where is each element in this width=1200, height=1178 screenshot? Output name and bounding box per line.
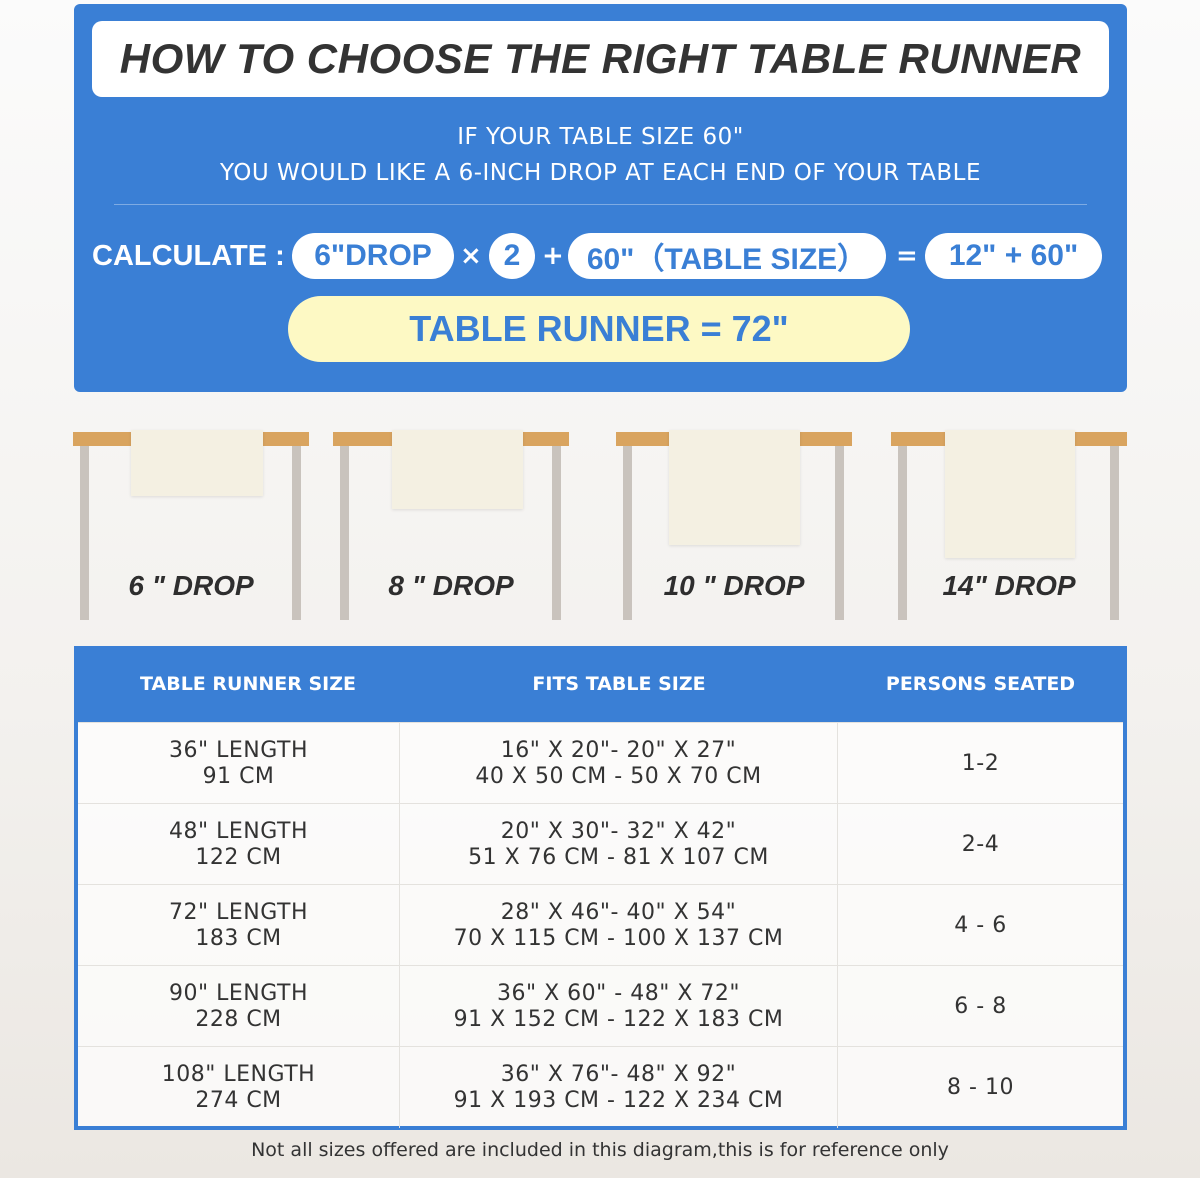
fits-inches: 16" X 20"- 20" X 27" bbox=[500, 737, 737, 763]
persons-cell: 6 - 8 bbox=[954, 993, 1007, 1019]
table-size-pill: 60"（TABLE SIZE） bbox=[568, 233, 886, 279]
fits-table-cell: 20" X 30"- 32" X 42" 51 X 76 CM - 81 X 10… bbox=[400, 804, 838, 885]
divider bbox=[114, 204, 1087, 205]
drop-label: 6 " DROP bbox=[128, 570, 254, 601]
runner bbox=[945, 430, 1075, 558]
drop-label: 10 " DROP bbox=[663, 570, 805, 601]
drop-illustration-6: 6 " DROP bbox=[73, 420, 309, 625]
length-inches: 48" LENGTH bbox=[169, 818, 308, 844]
table-row: 48" LENGTH 122 CM 20" X 30"- 32" X 42" 51 X… bbox=[78, 803, 1123, 885]
fits-inches: 36" X 76"- 48" X 92" bbox=[500, 1061, 737, 1087]
table-leg bbox=[623, 446, 632, 620]
fits-cm: 91 X 193 CM - 122 X 234 CM bbox=[453, 1087, 784, 1113]
runner bbox=[669, 430, 800, 545]
drop-label: 8 " DROP bbox=[388, 570, 514, 601]
drop-label: 14" DROP bbox=[942, 570, 1076, 601]
equals-sign: = bbox=[896, 241, 918, 271]
fits-table-cell: 36" X 60" - 48" X 72" 91 X 152 CM - 122 X… bbox=[400, 966, 838, 1047]
drop-pill: 6"DROP bbox=[292, 233, 454, 279]
fits-cm: 70 X 115 CM - 100 X 137 CM bbox=[453, 925, 784, 951]
page-title: HOW TO CHOOSE THE RIGHT TABLE RUNNER bbox=[92, 21, 1109, 97]
plus-sign: + bbox=[542, 241, 564, 271]
multiplier-pill: 2 bbox=[489, 233, 535, 279]
sum-pill: 12" + 60" bbox=[925, 233, 1102, 279]
table-leg bbox=[898, 446, 907, 620]
runner-size-cell: 90" LENGTH 228 CM bbox=[78, 966, 400, 1047]
size-table: TABLE RUNNER SIZE FITS TABLE SIZE PERSON… bbox=[74, 646, 1127, 1130]
times-sign: × bbox=[460, 241, 482, 271]
length-cm: 274 CM bbox=[195, 1087, 282, 1113]
fits-table-cell: 28" X 46"- 40" X 54" 70 X 115 CM - 100 X … bbox=[400, 885, 838, 966]
footnote: Not all sizes offered are included in th… bbox=[251, 1139, 949, 1161]
drop-illustration-8: 8 " DROP bbox=[333, 420, 569, 625]
table-leg bbox=[292, 446, 301, 620]
persons-cell: 8 - 10 bbox=[947, 1074, 1014, 1100]
runner-size-cell: 72" LENGTH 183 CM bbox=[78, 885, 400, 966]
persons-cell: 4 - 6 bbox=[954, 912, 1007, 938]
fits-cm: 51 X 76 CM - 81 X 107 CM bbox=[468, 844, 769, 870]
result-pill: TABLE RUNNER = 72" bbox=[288, 296, 910, 362]
length-inches: 72" LENGTH bbox=[169, 899, 308, 925]
drop-illustration-10: 10 " DROP bbox=[616, 420, 852, 625]
header-fits-table-size: FITS TABLE SIZE bbox=[532, 673, 706, 695]
runner bbox=[392, 430, 523, 509]
table-header: TABLE RUNNER SIZE FITS TABLE SIZE PERSON… bbox=[78, 646, 1123, 722]
runner-size-cell: 36" LENGTH 91 CM bbox=[78, 723, 400, 804]
persons-cell: 2-4 bbox=[961, 831, 1000, 857]
length-cm: 228 CM bbox=[195, 1006, 282, 1032]
persons-cell: 1-2 bbox=[961, 750, 1000, 776]
subtitle-line-2: YOU WOULD LIKE A 6-INCH DROP AT EACH END… bbox=[219, 160, 982, 186]
fits-cm: 91 X 152 CM - 122 X 183 CM bbox=[453, 1006, 784, 1032]
calculation-panel: HOW TO CHOOSE THE RIGHT TABLE RUNNER IF … bbox=[74, 4, 1127, 392]
length-inches: 90" LENGTH bbox=[169, 980, 308, 1006]
table-leg bbox=[1110, 446, 1119, 620]
subtitle-line-1: IF YOUR TABLE SIZE 60" bbox=[457, 124, 744, 150]
runner bbox=[131, 430, 263, 496]
length-cm: 122 CM bbox=[195, 844, 282, 870]
length-cm: 91 CM bbox=[202, 763, 275, 789]
table-row: 90" LENGTH 228 CM 36" X 60" - 48" X 72" 91 … bbox=[78, 965, 1123, 1047]
table-row: 108" LENGTH 274 CM 36" X 76"- 48" X 92" 91 … bbox=[78, 1046, 1123, 1128]
runner-size-cell: 108" LENGTH 274 CM bbox=[78, 1047, 400, 1128]
length-inches: 36" LENGTH bbox=[169, 737, 308, 763]
fits-inches: 28" X 46"- 40" X 54" bbox=[500, 899, 737, 925]
runner-size-cell: 48" LENGTH 122 CM bbox=[78, 804, 400, 885]
fits-table-cell: 36" X 76"- 48" X 92" 91 X 193 CM - 122 X … bbox=[400, 1047, 838, 1128]
fits-inches: 36" X 60" - 48" X 72" bbox=[497, 980, 740, 1006]
fits-inches: 20" X 30"- 32" X 42" bbox=[500, 818, 737, 844]
fits-table-cell: 16" X 20"- 20" X 27" 40 X 50 CM - 50 X 70… bbox=[400, 723, 838, 804]
table-leg bbox=[80, 446, 89, 620]
calculate-label: CALCULATE : bbox=[92, 239, 285, 272]
table-row: 36" LENGTH 91 CM 16" X 20"- 20" X 27" 40 X … bbox=[78, 722, 1123, 804]
table-row: 72" LENGTH 183 CM 28" X 46"- 40" X 54" 70 X… bbox=[78, 884, 1123, 966]
length-inches: 108" LENGTH bbox=[161, 1061, 316, 1087]
fits-cm: 40 X 50 CM - 50 X 70 CM bbox=[475, 763, 762, 789]
table-leg bbox=[340, 446, 349, 620]
table-leg bbox=[552, 446, 561, 620]
drop-illustration-14: 14" DROP bbox=[891, 420, 1127, 625]
length-cm: 183 CM bbox=[195, 925, 282, 951]
header-persons-seated: PERSONS SEATED bbox=[885, 673, 1076, 695]
header-runner-size: TABLE RUNNER SIZE bbox=[140, 673, 356, 695]
table-leg bbox=[835, 446, 844, 620]
